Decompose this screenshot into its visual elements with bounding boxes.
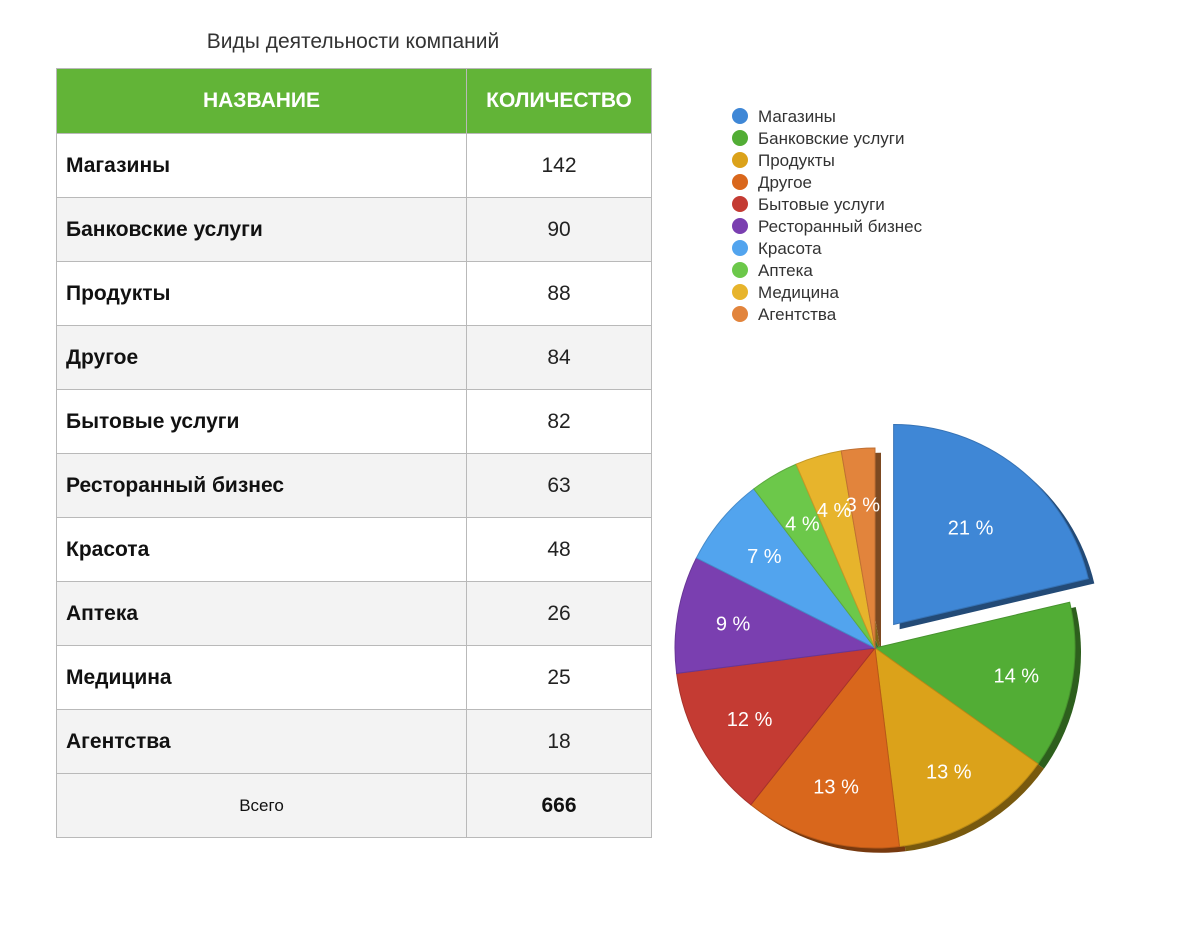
pie-label: 3 % [846,495,881,517]
pie-label: 12 % [727,709,773,731]
pie-slice [874,646,1039,848]
row-name: Аптека [56,581,467,646]
row-name: Бытовые услуги [56,389,467,454]
table-row: Ресторанный бизнес 63 [56,453,652,518]
header-name: НАЗВАНИЕ [56,68,467,134]
row-name: Магазины [56,133,467,198]
pie-label: 9 % [716,614,751,636]
total-value: 666 [466,773,652,838]
row-value: 82 [466,389,652,454]
row-name: Банковские услуги [56,197,467,262]
legend-label: Магазины [758,107,836,126]
table-row: Продукты 88 [56,261,652,326]
row-name: Медицина [56,645,467,710]
row-name: Другое [56,325,467,390]
chart-legend: Магазины Банковские услуги Продукты Другое Б… [732,107,923,324]
pie-slice [750,646,901,849]
row-name: Агентства [56,709,467,774]
legend-marker [732,306,748,322]
legend-marker [732,218,748,234]
pie-chart: Магазины Банковские услуги Продукты Другое Б… [674,107,1095,853]
row-value: 18 [466,709,652,774]
legend-label: Агентства [758,305,837,324]
total-label: Всего [56,773,467,838]
pie-label: 4 % [785,514,820,536]
pie-label: 14 % [994,666,1040,688]
pie-labels: 21 %14 %13 %13 %12 %9 %7 %4 %4 %3 % [716,495,1039,799]
legend-label: Бытовые услуги [758,195,885,214]
legend-label: Другое [758,173,812,192]
legend-label: Ресторанный бизнес [758,217,923,236]
row-name: Продукты [56,261,467,326]
pie-label: 13 % [926,762,972,784]
row-value: 90 [466,197,652,262]
pie-slice [893,423,1089,626]
legend-marker [732,240,748,256]
table-row: Магазины 142 [56,133,652,198]
row-value: 25 [466,645,652,710]
legend-marker [732,174,748,190]
row-value: 84 [466,325,652,390]
row-name: Ресторанный бизнес [56,453,467,518]
table-row: Медицина 25 [56,645,652,710]
table-row: Красота 48 [56,517,652,582]
legend-label: Красота [758,239,822,258]
pie-slice [873,601,1076,765]
table-row: Аптека 26 [56,581,652,646]
pie-label: 13 % [813,777,859,799]
row-value: 48 [466,517,652,582]
legend-label: Медицина [758,283,839,302]
table-row: Бытовые услуги 82 [56,389,652,454]
pie-slice [674,557,877,674]
legend-marker [732,262,748,278]
legend-marker [732,152,748,168]
row-value: 26 [466,581,652,646]
legend-label: Продукты [758,151,835,170]
pie-slice [676,647,877,806]
activity-table: НАЗВАНИЕ КОЛИЧЕСТВО Магазины 142 Банковск… [56,68,652,838]
header-count: КОЛИЧЕСТВО [466,68,652,134]
table-row: Агентства 18 [56,709,652,774]
row-name: Красота [56,517,467,582]
table-header-row: НАЗВАНИЕ КОЛИЧЕСТВО [56,68,652,134]
legend-label: Банковские услуги [758,129,904,148]
page-title: Виды деятельности компаний [206,30,500,53]
row-value: 142 [466,133,652,198]
row-value: 63 [466,453,652,518]
legend-label: Аптека [758,261,813,280]
pie-label: 21 % [948,517,994,539]
legend-marker [732,108,748,124]
total-row: Всего 666 [56,773,652,838]
pie-slices [674,423,1089,849]
table-row: Банковские услуги 90 [56,197,652,262]
pie-label: 4 % [817,500,852,522]
pie-label: 7 % [747,546,782,568]
pie-slice [840,447,876,649]
legend-marker [732,130,748,146]
legend-marker [732,284,748,300]
table-row: Другое 84 [56,325,652,390]
row-value: 88 [466,261,652,326]
legend-marker [732,196,748,212]
